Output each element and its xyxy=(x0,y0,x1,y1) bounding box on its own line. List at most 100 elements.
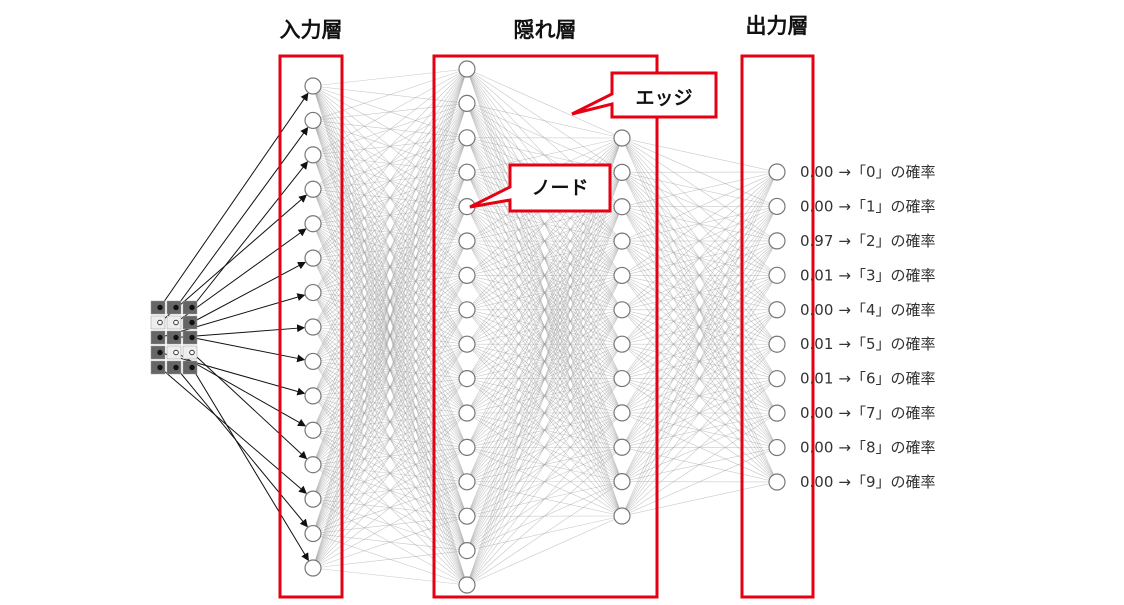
input-node xyxy=(304,421,322,439)
edges-layer xyxy=(312,68,778,586)
edge xyxy=(312,68,468,259)
input-pixel-dot xyxy=(173,334,179,341)
input-grid xyxy=(150,300,198,375)
output-probability-label: 0.01 →「6」の確率 xyxy=(800,370,936,388)
edge xyxy=(621,137,778,173)
edge xyxy=(466,412,623,586)
input-arrow xyxy=(191,352,308,460)
hidden-node xyxy=(458,232,476,250)
edge-callout-box xyxy=(571,71,718,119)
output-probability-label: 0.00 →「4」の確率 xyxy=(800,301,936,319)
edge xyxy=(312,68,468,121)
hidden-node xyxy=(458,404,476,422)
output-probability-label: 0.01 →「3」の確率 xyxy=(800,266,936,284)
input-pixel-dot xyxy=(173,364,179,371)
input-arrows xyxy=(159,92,309,562)
input-pixel-dot xyxy=(189,364,195,371)
edge xyxy=(312,172,468,569)
output-node xyxy=(768,197,786,216)
probability-value: 0.97 xyxy=(800,232,833,250)
edge xyxy=(621,171,778,379)
edge xyxy=(312,550,468,569)
input-pixel-dot xyxy=(173,349,179,356)
output-labels: 0.00 →「0」の確率 0.00 →「1」の確率 0.97 →「2」の確率 0.01 →「3… xyxy=(800,163,936,491)
edge xyxy=(312,68,468,465)
edge xyxy=(312,68,468,396)
edge xyxy=(466,447,623,586)
output-layer-title: 出力層 xyxy=(746,14,809,38)
hidden-node xyxy=(458,507,476,525)
input-node xyxy=(304,283,322,302)
input-pixel-dot xyxy=(173,319,179,326)
probability-value: 0.00 xyxy=(800,439,833,457)
hidden-node xyxy=(613,129,631,147)
output-node xyxy=(768,370,786,388)
output-node xyxy=(768,301,786,319)
hidden-node xyxy=(458,266,476,284)
input-pixel-dot xyxy=(189,304,195,311)
edge xyxy=(312,68,468,534)
input-arrow xyxy=(175,352,307,427)
hidden-node xyxy=(458,473,476,491)
input-arrow xyxy=(159,92,309,308)
edge xyxy=(312,68,468,224)
probability-class: →「7」の確率 xyxy=(838,404,935,422)
output-probability-label: 0.00 →「7」の確率 xyxy=(800,404,936,422)
probability-class: →「6」の確率 xyxy=(838,370,935,388)
edge xyxy=(312,275,468,569)
hidden-node xyxy=(458,541,476,560)
edge xyxy=(621,275,778,517)
hidden-node xyxy=(458,301,476,319)
input-arrow xyxy=(191,261,306,323)
hidden-node xyxy=(613,198,631,216)
hidden-node xyxy=(458,335,476,353)
probability-value: 0.00 xyxy=(800,301,833,319)
hidden-node xyxy=(458,370,476,388)
output-node xyxy=(768,438,786,457)
input-node xyxy=(304,249,322,267)
output-node xyxy=(768,473,786,491)
input-layer-box xyxy=(278,54,344,599)
input-node xyxy=(304,559,322,577)
edge xyxy=(621,171,778,482)
input-node xyxy=(304,318,322,336)
hidden-node xyxy=(613,507,631,525)
edge xyxy=(312,137,468,569)
probability-class: →「3」の確率 xyxy=(838,266,935,284)
hidden-layer-box xyxy=(432,54,659,599)
edge xyxy=(312,567,468,586)
edge xyxy=(466,309,623,586)
hidden-node xyxy=(458,163,476,181)
edge xyxy=(312,515,468,569)
input-node xyxy=(304,111,322,130)
hidden-node xyxy=(613,301,631,319)
output-node xyxy=(768,335,786,353)
input-pixel-dot xyxy=(173,304,179,311)
edge xyxy=(466,344,623,586)
edge xyxy=(312,68,468,87)
input-arrow xyxy=(175,126,309,308)
edge xyxy=(621,171,778,311)
input-pixel-dot xyxy=(189,334,195,341)
edge xyxy=(312,481,468,569)
output-node xyxy=(768,404,786,422)
edge xyxy=(621,171,778,276)
hidden-node xyxy=(613,335,631,353)
input-node xyxy=(304,77,322,95)
input-arrow xyxy=(191,367,309,562)
input-node xyxy=(304,490,322,508)
hidden-node xyxy=(458,438,476,456)
edge xyxy=(621,171,778,414)
output-node xyxy=(768,232,786,250)
edge xyxy=(312,447,468,569)
edge xyxy=(621,378,778,517)
edge xyxy=(312,412,468,569)
input-pixel-dot xyxy=(157,319,163,326)
hidden-node xyxy=(458,576,476,594)
edge xyxy=(312,344,468,569)
input-node xyxy=(304,524,322,543)
edge xyxy=(466,206,623,586)
edge xyxy=(621,309,778,517)
edge xyxy=(312,103,468,569)
edge-callout-label: エッジ xyxy=(635,87,692,109)
